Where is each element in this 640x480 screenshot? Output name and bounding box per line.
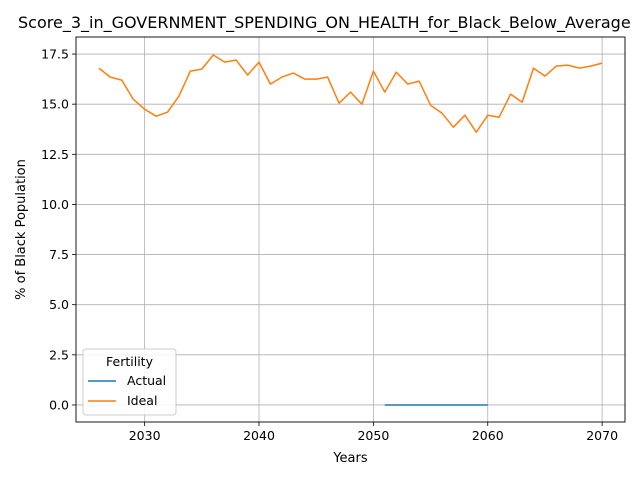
x-tick-label: 2030 (129, 428, 161, 443)
grid-lines (76, 37, 625, 422)
x-axis-label: Years (332, 451, 368, 466)
x-tick-label: 2060 (472, 428, 504, 443)
y-tick-label: 2.5 (49, 347, 69, 362)
y-tick-label: 5.0 (49, 297, 69, 312)
y-tick-label: 12.5 (41, 147, 69, 162)
series-lines (98, 54, 603, 406)
y-tick-label: 17.5 (41, 47, 69, 62)
x-axis-ticks: 2030 2040 2050 2060 2070 (129, 422, 618, 443)
chart-title: Score_3_in_GOVERNMENT_SPENDING_ON_HEALTH… (18, 13, 631, 33)
series-line-ideal (98, 54, 603, 133)
legend-title: Fertility (106, 354, 154, 369)
legend: Fertility Actual Ideal (82, 348, 177, 416)
legend-label-actual: Actual (127, 373, 166, 388)
plot-frame (75, 36, 626, 423)
y-tick-label: 7.5 (49, 247, 69, 262)
x-tick-label: 2070 (586, 428, 618, 443)
y-axis-ticks: 0.0 2.5 5.0 7.5 10.0 12.5 15.0 17.5 (41, 47, 76, 412)
x-tick-label: 2050 (357, 428, 389, 443)
y-tick-label: 0.0 (49, 397, 69, 412)
legend-box (82, 348, 177, 416)
y-tick-label: 10.0 (41, 197, 69, 212)
y-axis-label: % of Black Population (14, 159, 29, 300)
y-tick-label: 15.0 (41, 97, 69, 112)
x-tick-label: 2040 (243, 428, 275, 443)
legend-label-ideal: Ideal (127, 393, 157, 408)
